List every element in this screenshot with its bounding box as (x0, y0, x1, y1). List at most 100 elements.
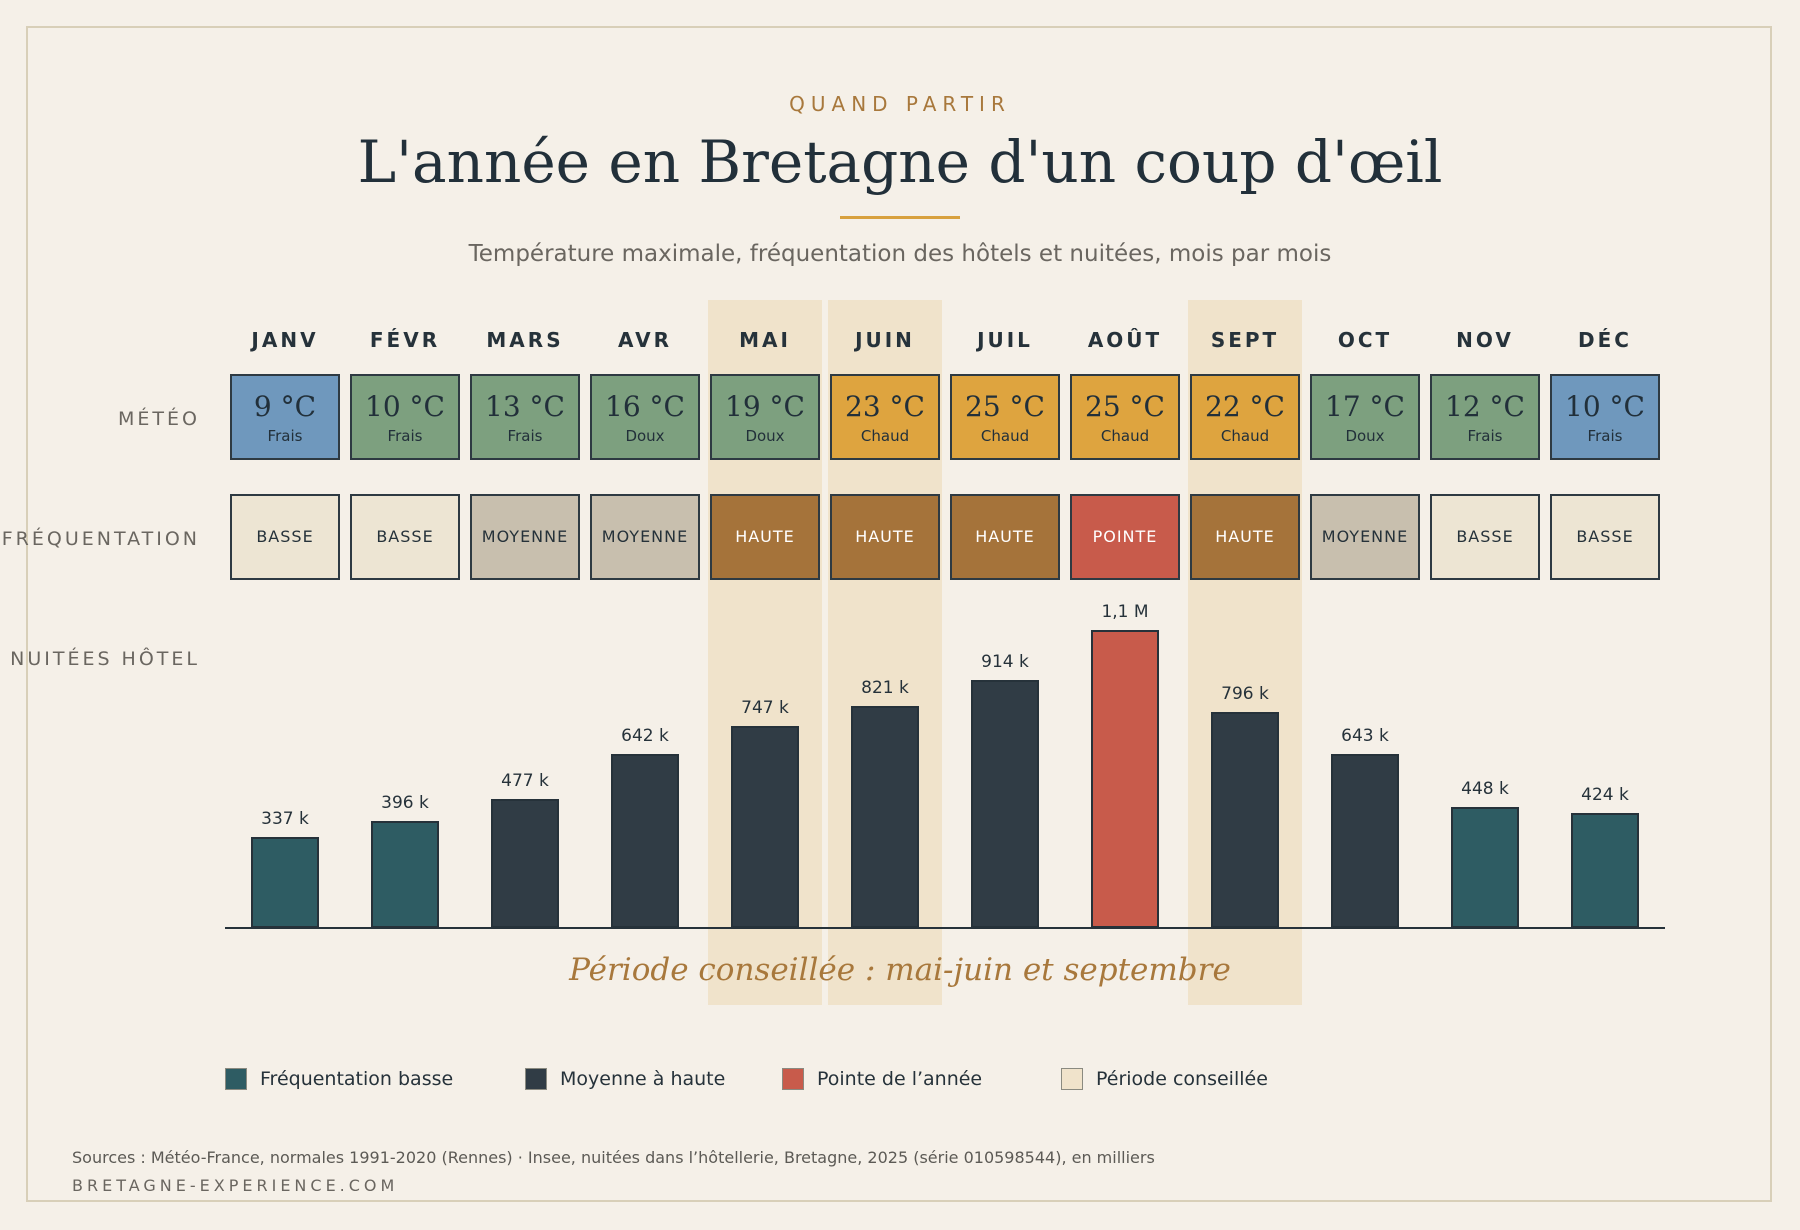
weather-cell: 23 °C Chaud (830, 374, 940, 460)
crowd-level-cell: MOYENNE (1310, 494, 1420, 580)
temperature-value: 19 °C (725, 390, 805, 423)
weather-descriptor: Doux (745, 427, 785, 445)
month-label: AOÛT (1087, 328, 1163, 352)
temperature-value: 10 °C (1565, 390, 1645, 423)
crowd-level-cell: BASSE (230, 494, 340, 580)
month-label: JANV (251, 328, 319, 352)
crowd-level-cell: HAUTE (950, 494, 1060, 580)
temperature-value: 17 °C (1325, 390, 1405, 423)
bar-value-label: 796 k (1221, 684, 1269, 704)
bar-value-label: 477 k (501, 771, 549, 791)
legend-swatch (1061, 1068, 1083, 1090)
month-label: JUIL (977, 328, 1033, 352)
legend-label: Fréquentation basse (260, 1068, 454, 1090)
legend-item: Période conseillée (1061, 1066, 1268, 1092)
weather-descriptor: Doux (625, 427, 665, 445)
crowd-level-cell: HAUTE (830, 494, 940, 580)
legend-item: Moyenne à haute (525, 1066, 725, 1092)
temperature-value: 25 °C (965, 390, 1045, 423)
weather-cell: 10 °C Frais (1550, 374, 1660, 460)
legend-label: Période conseillée (1096, 1068, 1268, 1090)
bar-value-label: 448 k (1461, 779, 1509, 799)
weather-descriptor: Chaud (1100, 427, 1150, 445)
frame (26, 26, 1772, 1202)
bar-value-label: 821 k (861, 678, 909, 698)
weather-descriptor: Chaud (980, 427, 1030, 445)
bar (491, 799, 559, 928)
bar (971, 680, 1039, 928)
weather-cell: 17 °C Doux (1310, 374, 1420, 460)
weather-descriptor: Frais (1467, 427, 1503, 445)
bar-value-label: 337 k (261, 809, 309, 829)
weather-cell: 10 °C Frais (350, 374, 460, 460)
bar (731, 726, 799, 928)
eyebrow: QUAND PARTIR (789, 92, 1011, 116)
weather-cell: 12 °C Frais (1430, 374, 1540, 460)
temperature-value: 10 °C (365, 390, 445, 423)
weather-cell: 22 °C Chaud (1190, 374, 1300, 460)
legend-label: Pointe de l’année (817, 1068, 983, 1090)
bar (251, 837, 319, 928)
crowd-level-cell: POINTE (1070, 494, 1180, 580)
legend-label: Moyenne à haute (560, 1068, 726, 1090)
bar (371, 821, 439, 928)
temperature-value: 13 °C (485, 390, 565, 423)
legend-swatch (525, 1068, 547, 1090)
bar (611, 754, 679, 928)
site-url: BRETAGNE-EXPERIENCE.COM (72, 1176, 399, 1195)
temperature-value: 9 °C (253, 390, 317, 423)
bar-value-label: 424 k (1581, 785, 1629, 805)
legend-swatch (225, 1068, 247, 1090)
bar-value-label: 747 k (741, 698, 789, 718)
month-label: MARS (486, 328, 564, 352)
row-label-nights: NUITÉES HÔTEL (10, 648, 200, 670)
crowd-level-cell: BASSE (350, 494, 460, 580)
legend-swatch (782, 1068, 804, 1090)
weather-descriptor: Frais (507, 427, 543, 445)
temperature-value: 23 °C (845, 390, 925, 423)
title-rule (840, 216, 960, 219)
bar (851, 706, 919, 928)
bar (1451, 807, 1519, 928)
weather-descriptor: Frais (267, 427, 303, 445)
subtitle: Température maximale, fréquentation des … (468, 241, 1332, 267)
weather-cell: 13 °C Frais (470, 374, 580, 460)
temperature-value: 22 °C (1205, 390, 1285, 423)
weather-descriptor: Frais (1587, 427, 1623, 445)
bar-value-label: 914 k (981, 652, 1029, 672)
bar (1571, 813, 1639, 928)
temperature-value: 25 °C (1085, 390, 1165, 423)
chart-baseline (225, 927, 1665, 929)
weather-cell: 25 °C Chaud (950, 374, 1060, 460)
crowd-level-cell: BASSE (1550, 494, 1660, 580)
bar (1331, 754, 1399, 928)
bar-value-label: 642 k (621, 726, 669, 746)
legend-item: Pointe de l’année (782, 1066, 982, 1092)
weather-descriptor: Chaud (860, 427, 910, 445)
weather-descriptor: Doux (1345, 427, 1385, 445)
weather-cell: 16 °C Doux (590, 374, 700, 460)
month-label: OCT (1337, 328, 1393, 352)
recommended-period: Période conseillée : mai-juin et septemb… (569, 952, 1231, 988)
crowd-level-cell: MOYENNE (590, 494, 700, 580)
weather-cell: 19 °C Doux (710, 374, 820, 460)
month-label: AVR (618, 328, 672, 352)
bar-value-label: 1,1 M (1101, 602, 1149, 622)
bar-value-label: 396 k (381, 793, 429, 813)
bar (1211, 712, 1279, 928)
month-label: FÉVR (369, 328, 441, 352)
month-label: NOV (1456, 328, 1514, 352)
month-label: SEPT (1210, 328, 1280, 352)
bar (1091, 630, 1159, 928)
bar-value-label: 643 k (1341, 726, 1389, 746)
month-label: DÉC (1578, 328, 1632, 352)
sources: Sources : Météo-France, normales 1991-20… (72, 1148, 1155, 1167)
row-label-weather: MÉTÉO (118, 408, 200, 430)
row-label-crowd: FRÉQUENTATION (1, 528, 200, 550)
temperature-value: 12 °C (1445, 390, 1525, 423)
crowd-level-cell: BASSE (1430, 494, 1540, 580)
legend-item: Fréquentation basse (225, 1066, 453, 1092)
month-label: JUIN (855, 328, 915, 352)
weather-cell: 9 °C Frais (230, 374, 340, 460)
weather-cell: 25 °C Chaud (1070, 374, 1180, 460)
